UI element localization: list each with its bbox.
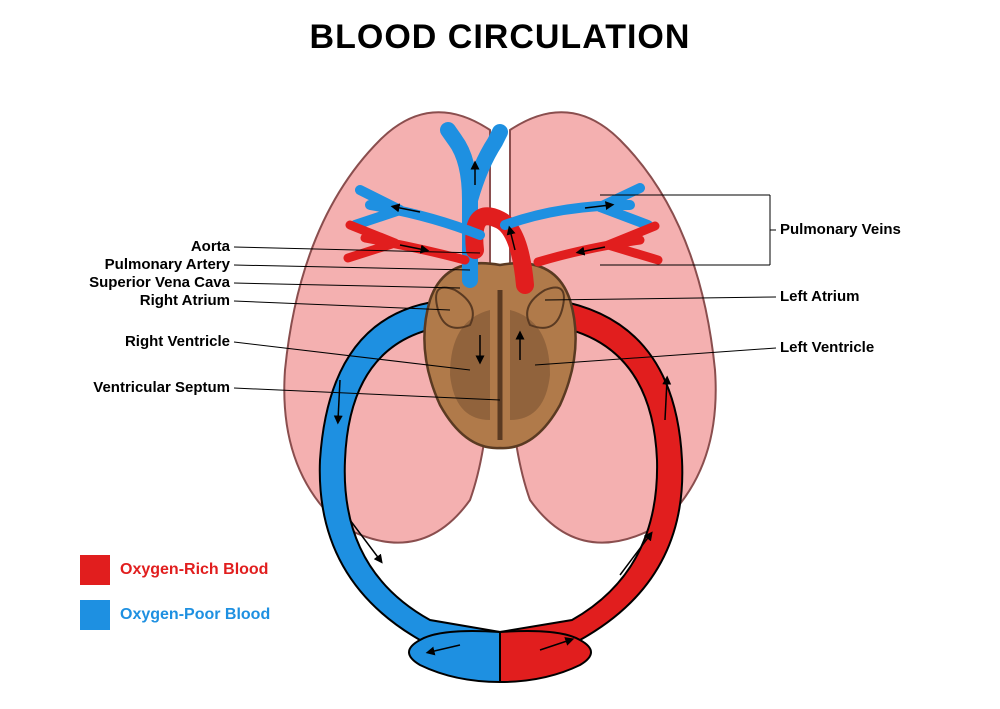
label-superior-vena-cava: Superior Vena Cava bbox=[89, 274, 230, 291]
capillary-bed-right bbox=[500, 631, 591, 682]
legend-swatch-oxygen-rich bbox=[80, 555, 110, 585]
label-left-atrium: Left Atrium bbox=[780, 288, 859, 305]
diagram-canvas: BLOOD CIRCULATION bbox=[0, 0, 1000, 709]
label-pulmonary-veins: Pulmonary Veins bbox=[780, 221, 901, 238]
label-right-ventricle: Right Ventricle bbox=[125, 333, 230, 350]
label-right-atrium: Right Atrium bbox=[140, 292, 230, 309]
legend-swatch-oxygen-poor bbox=[80, 600, 110, 630]
capillary-bed-left bbox=[409, 631, 500, 682]
label-pulmonary-artery: Pulmonary Artery bbox=[105, 256, 230, 273]
label-ventricular-septum: Ventricular Septum bbox=[93, 379, 230, 396]
label-left-ventricle: Left Ventricle bbox=[780, 339, 874, 356]
legend-text-oxygen-rich: Oxygen-Rich Blood bbox=[120, 561, 268, 579]
legend-text-oxygen-poor: Oxygen-Poor Blood bbox=[120, 606, 270, 624]
label-aorta: Aorta bbox=[191, 238, 230, 255]
legend-oxygen-rich: Oxygen-Rich Blood bbox=[80, 555, 268, 585]
legend-oxygen-poor: Oxygen-Poor Blood bbox=[80, 600, 270, 630]
